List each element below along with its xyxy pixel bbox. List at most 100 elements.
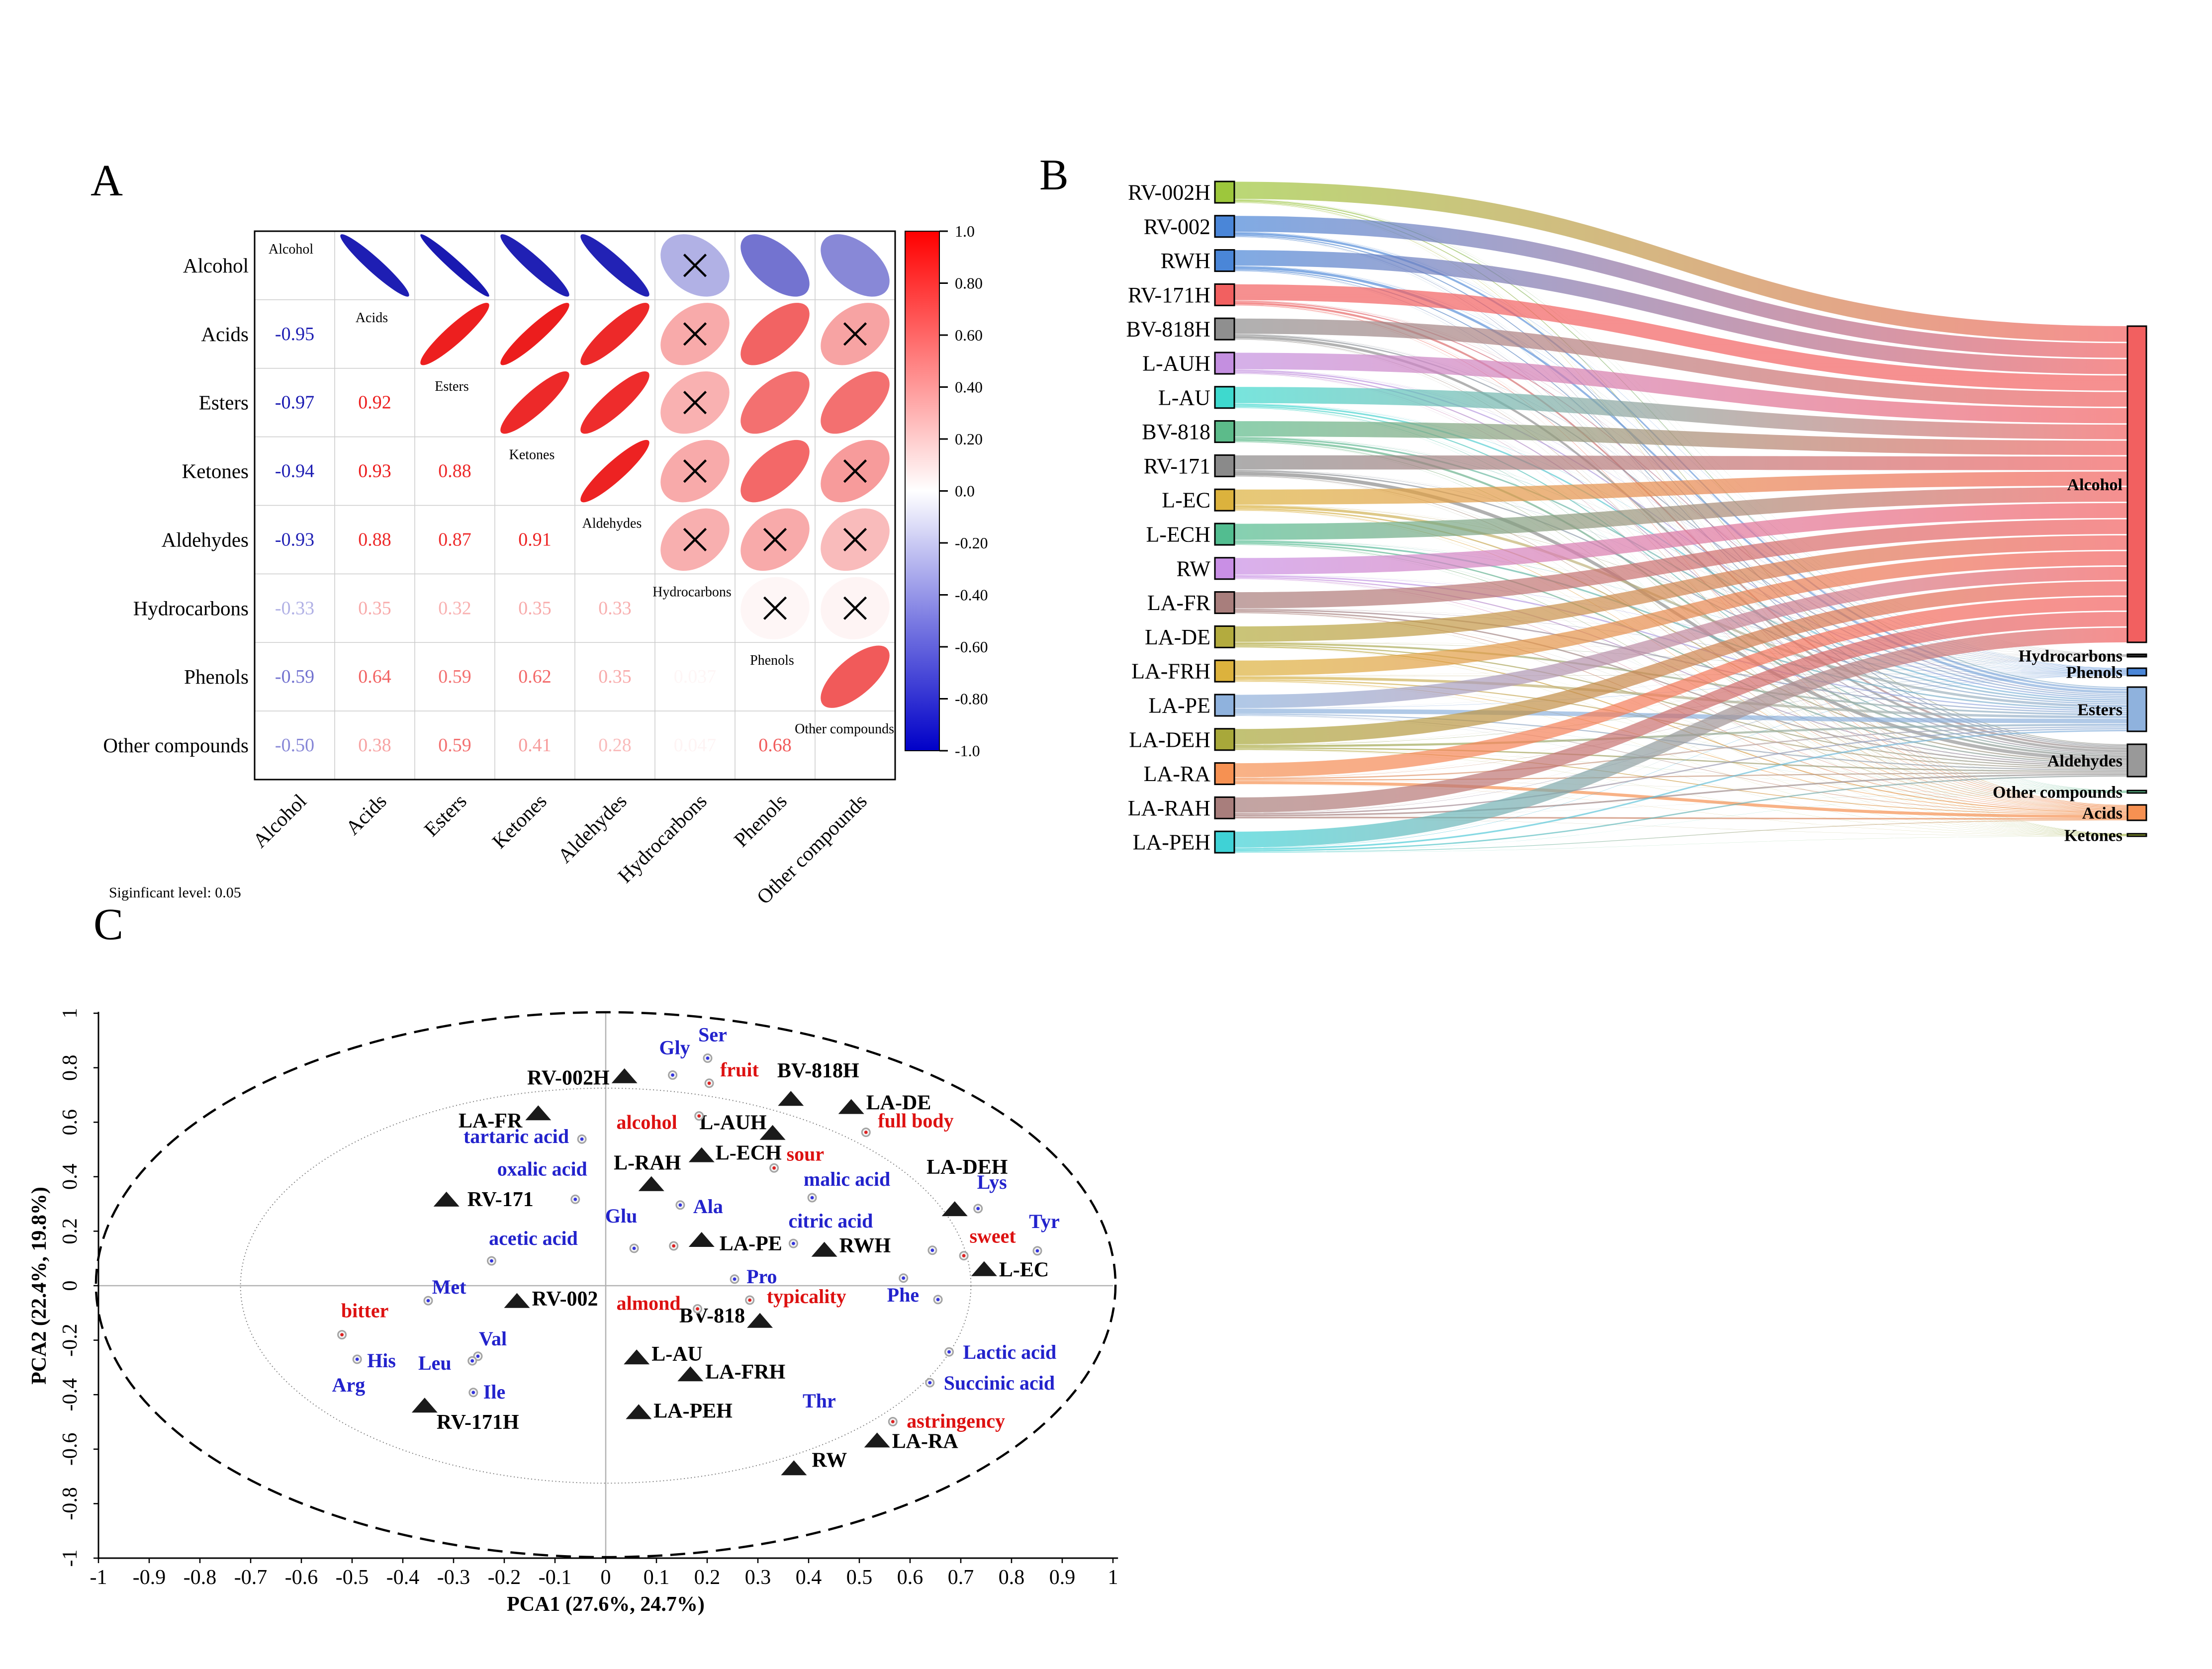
svg-text:Esters: Esters xyxy=(435,379,468,394)
svg-text:Alcohol: Alcohol xyxy=(2067,476,2122,494)
svg-text:0.5: 0.5 xyxy=(846,1566,873,1589)
svg-text:LA-DE: LA-DE xyxy=(866,1092,931,1115)
svg-text:-0.6: -0.6 xyxy=(285,1566,318,1589)
svg-text:0.9: 0.9 xyxy=(1049,1566,1076,1589)
svg-text:0.32: 0.32 xyxy=(438,598,471,618)
svg-text:-0.2: -0.2 xyxy=(59,1323,82,1357)
svg-text:C: C xyxy=(93,900,123,949)
svg-text:LA-PE: LA-PE xyxy=(720,1232,782,1255)
svg-text:Val: Val xyxy=(479,1327,507,1350)
svg-text:0: 0 xyxy=(59,1281,82,1291)
svg-text:almond: almond xyxy=(617,1292,681,1315)
svg-text:1.0: 1.0 xyxy=(955,222,975,240)
svg-text:0.64: 0.64 xyxy=(358,666,391,687)
svg-text:0.88: 0.88 xyxy=(438,461,471,482)
svg-text:0.3: 0.3 xyxy=(745,1566,771,1589)
svg-text:0.33: 0.33 xyxy=(598,598,632,618)
svg-text:0.40: 0.40 xyxy=(955,378,983,396)
svg-text:RW: RW xyxy=(812,1449,847,1472)
svg-text:RV-002: RV-002 xyxy=(532,1288,598,1311)
svg-text:Siginficant level: 0.05: Siginficant level: 0.05 xyxy=(109,884,241,901)
svg-text:Alcohol: Alcohol xyxy=(269,242,313,257)
svg-text:RV-171H: RV-171H xyxy=(437,1411,519,1434)
svg-text:0.92: 0.92 xyxy=(358,392,391,413)
svg-text:malic acid: malic acid xyxy=(804,1168,890,1190)
svg-text:Hydrocarbons: Hydrocarbons xyxy=(2019,647,2122,666)
svg-text:LA-FRH: LA-FRH xyxy=(705,1361,785,1384)
svg-text:Esters: Esters xyxy=(199,391,249,414)
svg-text:citric acid: citric acid xyxy=(788,1210,873,1232)
svg-text:0.6: 0.6 xyxy=(897,1566,923,1589)
svg-text:0.8: 0.8 xyxy=(999,1566,1025,1589)
svg-text:LA-PE: LA-PE xyxy=(1148,694,1210,718)
svg-text:0.1: 0.1 xyxy=(644,1566,670,1589)
svg-text:sweet: sweet xyxy=(969,1225,1016,1247)
svg-text:Other compounds: Other compounds xyxy=(103,734,249,757)
svg-text:-0.40: -0.40 xyxy=(955,586,988,604)
svg-text:0.38: 0.38 xyxy=(358,735,391,756)
svg-text:-0.33: -0.33 xyxy=(275,598,314,618)
svg-text:A: A xyxy=(91,156,123,205)
svg-text:0.35: 0.35 xyxy=(518,598,552,618)
svg-text:RW: RW xyxy=(1177,556,1211,581)
svg-text:BV-818: BV-818 xyxy=(679,1305,745,1327)
svg-text:RWH: RWH xyxy=(839,1234,891,1257)
svg-text:LA-DE: LA-DE xyxy=(1145,625,1210,649)
svg-text:0.68: 0.68 xyxy=(758,735,792,756)
svg-text:Succinic acid: Succinic acid xyxy=(944,1372,1055,1394)
svg-text:Hydrocarbons: Hydrocarbons xyxy=(652,584,732,600)
svg-text:Alcohol: Alcohol xyxy=(183,254,249,277)
svg-text:Other compounds: Other compounds xyxy=(1993,784,2122,802)
svg-text:-0.9: -0.9 xyxy=(133,1566,166,1589)
svg-text:Ketones: Ketones xyxy=(509,447,555,463)
svg-text:Ser: Ser xyxy=(698,1023,727,1046)
svg-text:LA-DEH: LA-DEH xyxy=(926,1156,1008,1179)
svg-text:Tyr: Tyr xyxy=(1029,1210,1059,1232)
svg-text:LA-RA: LA-RA xyxy=(892,1430,959,1453)
svg-text:Ketones: Ketones xyxy=(2064,827,2122,845)
svg-text:alcohol: alcohol xyxy=(616,1111,677,1134)
svg-text:0.6: 0.6 xyxy=(59,1109,82,1136)
svg-text:RWH: RWH xyxy=(1161,249,1210,273)
svg-text:-0.60: -0.60 xyxy=(955,638,988,656)
svg-text:Phenols: Phenols xyxy=(184,665,249,688)
svg-text:L-AU: L-AU xyxy=(1158,385,1210,410)
svg-text:L-ECH: L-ECH xyxy=(1146,523,1210,547)
svg-text:Thr: Thr xyxy=(803,1390,836,1412)
svg-text:fruit: fruit xyxy=(720,1058,759,1081)
svg-text:Hydrocarbons: Hydrocarbons xyxy=(133,597,249,619)
svg-text:1: 1 xyxy=(1108,1566,1118,1589)
svg-text:0.4: 0.4 xyxy=(59,1164,82,1190)
svg-text:L-AUH: L-AUH xyxy=(1142,351,1210,376)
svg-text:BV-818H: BV-818H xyxy=(1126,317,1210,342)
svg-text:LA-FRH: LA-FRH xyxy=(1131,659,1210,684)
svg-text:Acids: Acids xyxy=(2082,804,2122,823)
svg-text:Met: Met xyxy=(432,1276,467,1298)
svg-text:0.0: 0.0 xyxy=(955,482,975,500)
svg-text:PCA2 (22.4%, 19.8%): PCA2 (22.4%, 19.8%) xyxy=(28,1187,51,1385)
svg-text:Esters: Esters xyxy=(2077,701,2122,719)
svg-text:-0.6: -0.6 xyxy=(59,1433,82,1466)
svg-text:-0.94: -0.94 xyxy=(275,461,314,482)
svg-text:0.8: 0.8 xyxy=(59,1054,82,1081)
svg-text:0.62: 0.62 xyxy=(518,666,552,687)
svg-text:Other compounds: Other compounds xyxy=(795,721,894,737)
svg-text:0.28: 0.28 xyxy=(598,735,632,756)
svg-text:Gly: Gly xyxy=(659,1036,690,1058)
svg-text:0.87: 0.87 xyxy=(438,529,471,550)
svg-text:-0.97: -0.97 xyxy=(275,392,314,413)
svg-text:-0.4: -0.4 xyxy=(59,1378,82,1411)
svg-text:acetic acid: acetic acid xyxy=(489,1227,578,1249)
svg-text:0.4: 0.4 xyxy=(796,1566,822,1589)
svg-text:Glu: Glu xyxy=(605,1205,637,1227)
svg-text:-0.93: -0.93 xyxy=(275,529,314,550)
svg-text:RV-002H: RV-002H xyxy=(527,1067,610,1090)
svg-text:sour: sour xyxy=(787,1142,825,1165)
svg-text:0.7: 0.7 xyxy=(948,1566,974,1589)
svg-text:tartaric acid: tartaric acid xyxy=(463,1125,569,1147)
svg-text:-1.0: -1.0 xyxy=(955,742,980,760)
svg-text:-0.5: -0.5 xyxy=(336,1566,369,1589)
svg-text:L-ECH: L-ECH xyxy=(716,1142,782,1165)
svg-text:Pro: Pro xyxy=(746,1265,777,1288)
svg-text:0.047: 0.047 xyxy=(674,735,717,756)
